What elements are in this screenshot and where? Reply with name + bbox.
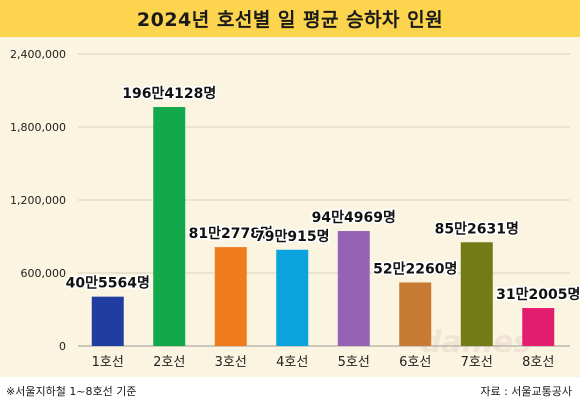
data-label: 79만915명 bbox=[255, 228, 329, 245]
x-tick-label: 7호선 bbox=[461, 355, 493, 370]
y-tick-label: 1,200,000 bbox=[10, 194, 66, 207]
bar bbox=[214, 247, 247, 346]
x-tick-label: 6호선 bbox=[399, 355, 431, 370]
data-label: 40만5564명 bbox=[66, 275, 150, 292]
x-tick-label: 3호선 bbox=[215, 355, 247, 370]
footer-note: ※서울지하철 1~8호선 기준 bbox=[6, 385, 137, 398]
data-label: 196만4128명 bbox=[122, 85, 216, 102]
x-tick-label: 8호선 bbox=[522, 355, 554, 370]
x-tick-label: 4호선 bbox=[276, 355, 308, 370]
title-bar: 2024년 호선별 일 평균 승하차 인원 bbox=[0, 0, 580, 37]
bar bbox=[522, 308, 555, 346]
x-tick-label: 5호선 bbox=[338, 355, 370, 370]
footer-source: 자료 : 서울교통공사 bbox=[480, 385, 572, 398]
bar bbox=[337, 231, 370, 346]
y-tick-label: 600,000 bbox=[21, 267, 67, 280]
bar bbox=[399, 282, 432, 346]
bar bbox=[153, 107, 186, 346]
data-label: 52만2260명 bbox=[373, 260, 457, 277]
bar bbox=[91, 296, 124, 346]
y-tick-label: 0 bbox=[59, 340, 66, 353]
data-label: 94만4969명 bbox=[312, 209, 396, 226]
y-tick-label: 2,400,000 bbox=[10, 48, 66, 61]
y-tick-label: 1,800,000 bbox=[10, 121, 66, 134]
x-tick-label: 2호선 bbox=[153, 355, 185, 370]
data-label: 31만2005명 bbox=[496, 286, 580, 303]
data-label: 81만2778명 bbox=[189, 225, 273, 242]
x-tick-label: 1호선 bbox=[92, 355, 124, 370]
chart-title: 2024년 호선별 일 평균 승하차 인원 bbox=[136, 9, 444, 31]
data-label: 85만2631명 bbox=[435, 220, 519, 237]
bar bbox=[276, 249, 309, 346]
bar bbox=[460, 242, 493, 346]
